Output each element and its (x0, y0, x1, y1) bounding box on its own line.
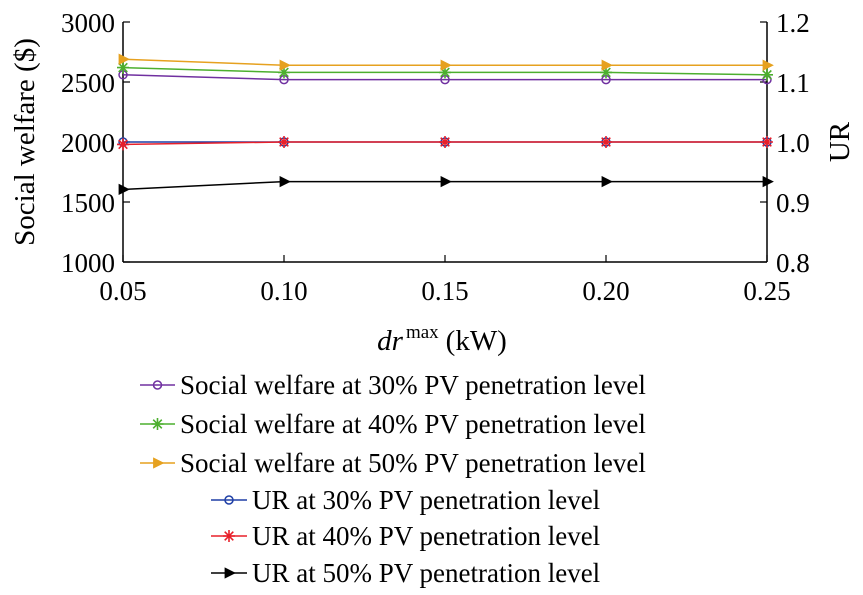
legend-item-3: Social welfare at 50% PV penetration lev… (140, 448, 646, 478)
x-tick-label: 0.05 (99, 276, 146, 306)
data-point (601, 59, 613, 71)
y-right-tick-label: 1.2 (776, 8, 810, 38)
x-axis-label-italic: dr (377, 325, 404, 357)
x-axis-label-unit: (kW) (446, 325, 507, 357)
legend-marker (224, 495, 234, 505)
y-left-tick-label: 1000 (61, 248, 115, 278)
data-point (117, 61, 129, 74)
legend-marker (224, 567, 236, 579)
series-5 (117, 136, 773, 151)
y-left-tick-label: 2000 (61, 128, 115, 158)
legend-label: Social welfare at 50% PV penetration lev… (180, 448, 646, 478)
legend-marker (152, 380, 163, 390)
data-point (762, 59, 774, 71)
data-point (439, 66, 451, 79)
data-point (118, 183, 130, 196)
y-right-axis-label: UR (824, 121, 856, 162)
series-2 (117, 61, 773, 81)
data-point (279, 175, 291, 188)
y-left-tick-label: 1500 (61, 188, 115, 218)
y-left-tick-label: 3000 (61, 8, 115, 38)
data-point (118, 53, 130, 65)
x-tick-label: 0.15 (421, 276, 468, 306)
legend-item-2: Social welfare at 40% PV penetration lev… (140, 409, 646, 439)
legend-label: UR at 30% PV penetration level (252, 485, 600, 515)
data-point (278, 66, 290, 79)
y-right-tick-label: 1.0 (776, 128, 810, 158)
y-right-tick-label: 0.9 (776, 188, 810, 218)
legend-item-6: UR at 50% PV penetration level (211, 558, 600, 588)
data-point (278, 136, 290, 148)
x-tick-label: 0.25 (743, 276, 790, 306)
series-line (122, 74, 767, 81)
data-point (117, 138, 129, 151)
y-right-tick-label: 0.8 (776, 248, 810, 278)
y-left-axis-label: Social welfare ($) (9, 38, 41, 246)
legend: Social welfare at 30% PV penetration lev… (140, 370, 646, 588)
data-point (761, 136, 773, 148)
legend-marker (223, 530, 235, 542)
legend-marker (151, 418, 164, 430)
y-left-tick-label: 2500 (61, 68, 115, 98)
axes: 1000 1500 2000 2500 3000 0.8 0.9 1.0 1.1 1.2 0.05 0… (61, 8, 810, 306)
x-axis-label: dr max (kW) (377, 322, 507, 357)
legend-label: UR at 40% PV penetration level (252, 521, 600, 551)
legend-item-1: Social welfare at 30% PV penetration lev… (140, 370, 646, 400)
data-point (279, 59, 291, 71)
data-point (601, 175, 613, 188)
series-layer (117, 53, 774, 196)
series-1 (118, 70, 772, 85)
legend-item-5: UR at 40% PV penetration level (211, 521, 600, 551)
legend-label: Social welfare at 40% PV penetration lev… (180, 409, 646, 439)
series-3 (118, 53, 774, 71)
data-point (762, 175, 774, 188)
legend-item-4: UR at 30% PV penetration level (211, 485, 600, 515)
legend-label: UR at 50% PV penetration level (252, 558, 600, 588)
data-point (600, 66, 612, 79)
x-axis-label-superscript: max (406, 322, 439, 343)
data-point (440, 59, 452, 71)
data-point (439, 136, 451, 148)
x-tick-label: 0.10 (260, 276, 307, 306)
axis-labels: Social welfare ($) UR dr max (kW) (9, 38, 856, 357)
data-point (761, 68, 773, 81)
legend-label: Social welfare at 30% PV penetration lev… (180, 370, 646, 400)
data-point (440, 175, 452, 188)
x-tick-label: 0.20 (582, 276, 629, 306)
y-right-tick-label: 1.1 (776, 68, 810, 98)
series-6 (118, 175, 774, 196)
data-point (600, 136, 612, 148)
legend-marker (153, 457, 165, 469)
